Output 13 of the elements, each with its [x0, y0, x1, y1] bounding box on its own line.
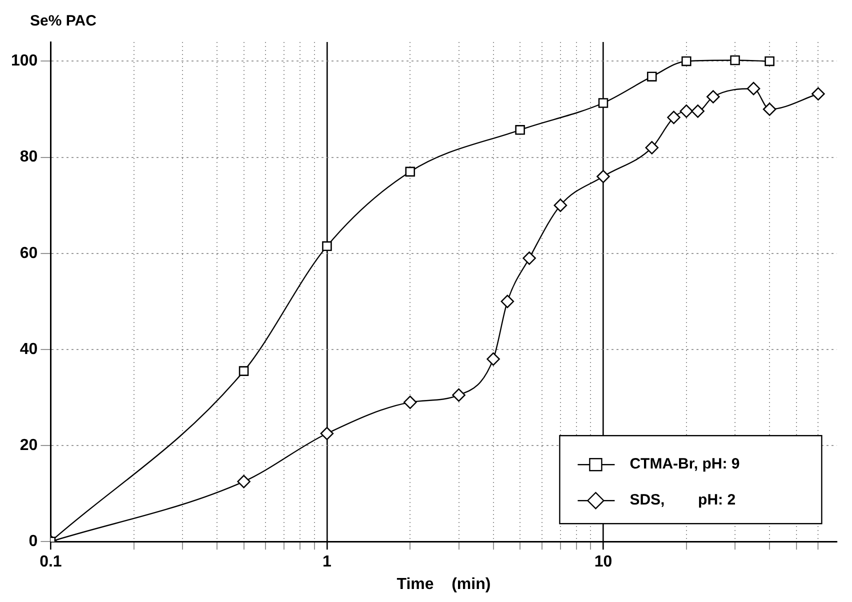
y-tick-label: 0: [28, 533, 38, 550]
y-tick-label: 40: [20, 340, 38, 358]
y-tick-label: 60: [20, 244, 38, 262]
x-tick-label: 1: [322, 554, 332, 571]
legend-label: SDS, pH: 2: [630, 492, 736, 509]
x-tick-label: 10: [594, 554, 612, 571]
x-tick-label: 0.1: [40, 554, 62, 571]
y-tick-label: 100: [10, 52, 38, 70]
x-axis-title: Time (min): [396, 576, 491, 593]
legend-label: CTMA-Br, pH: 9: [630, 456, 740, 473]
y-axis-title: Se% PAC: [30, 12, 97, 30]
y-tick-label: 20: [20, 436, 38, 454]
y-tick-label: 80: [20, 148, 38, 166]
